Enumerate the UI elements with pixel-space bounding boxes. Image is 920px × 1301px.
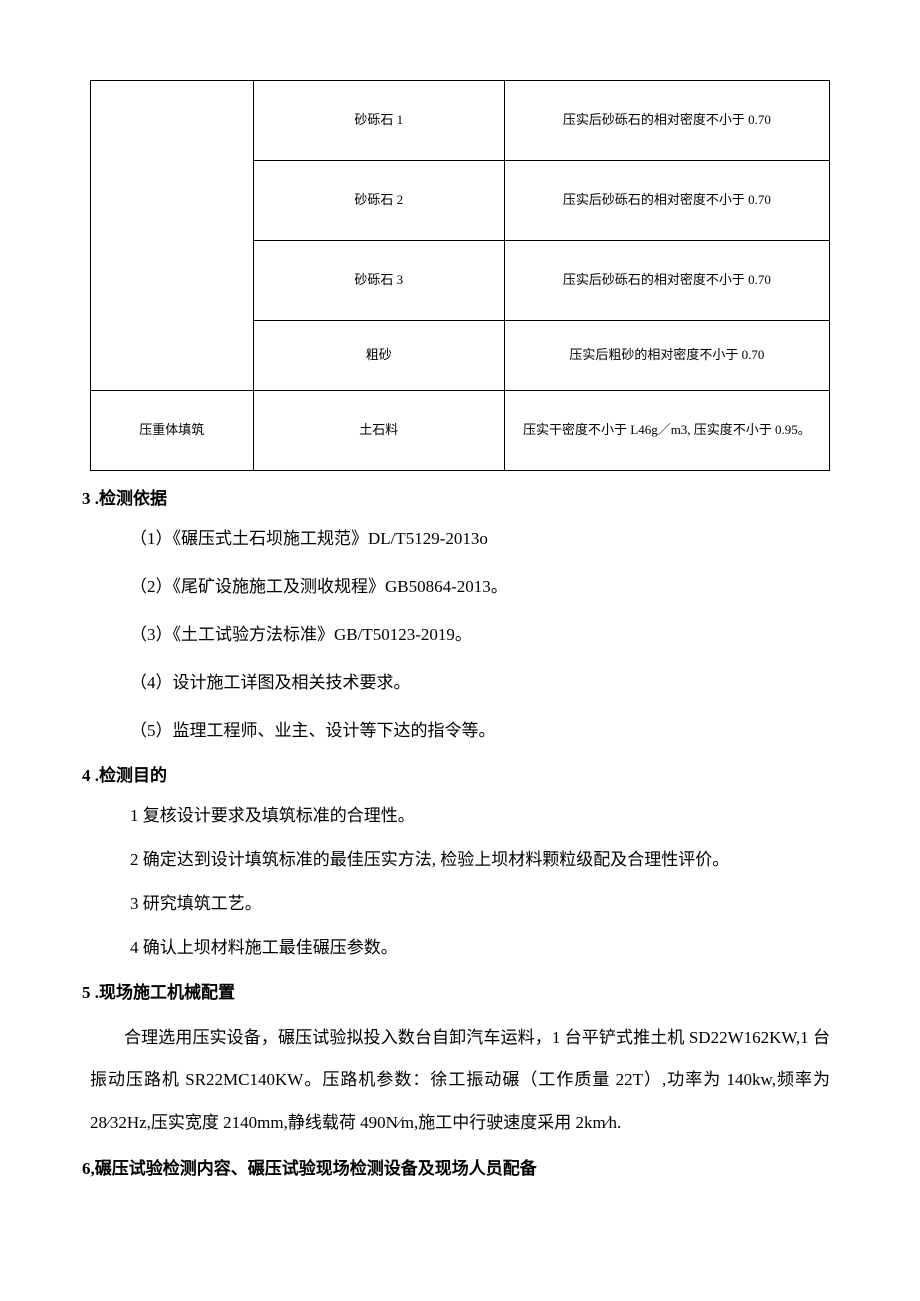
section-3-item: （4）设计施工详图及相关技术要求。 <box>130 666 830 700</box>
table-cell: 砂砾石 3 <box>253 241 504 321</box>
table-cell: 粗砂 <box>253 321 504 391</box>
section-4-item: 4 确认上坝材料施工最佳碾压参数。 <box>130 931 830 965</box>
table-cell: 砂砾石 2 <box>253 161 504 241</box>
table-cell: 压重体填筑 <box>91 391 254 471</box>
section-4-item: 2 确定达到设计填筑标准的最佳压实方法, 检验上坝材料颗粒级配及合理性评价。 <box>130 843 830 877</box>
section-5-paragraph: 合理选用压实设备，碾压试验拟投入数台自卸汽车运料，1 台平铲式推土机 SD22W… <box>90 1017 830 1145</box>
table-cell: 压实后砂砾石的相对密度不小于 0.70 <box>504 241 829 321</box>
table-cell: 压实后砂砾石的相对密度不小于 0.70 <box>504 81 829 161</box>
section-4-item: 3 研究填筑工艺。 <box>130 887 830 921</box>
table-cell: 压实后砂砾石的相对密度不小于 0.70 <box>504 161 829 241</box>
section-5-heading: 5 .现场施工机械配置 <box>82 979 830 1006</box>
section-6-heading: 6,碾压试验检测内容、碾压试验现场检测设备及现场人员配备 <box>82 1152 830 1186</box>
section-4-heading: 4 .检测目的 <box>82 762 830 789</box>
section-3-item: （3）《土工试验方法标准》GB/T50123-2019。 <box>130 618 830 652</box>
table-cell: 土石料 <box>253 391 504 471</box>
table-cell: 砂砾石 1 <box>253 81 504 161</box>
table-cell: 压实干密度不小于 L46g／m3, 压实度不小于 0.95。 <box>504 391 829 471</box>
section-3-heading: 3 .检测依据 <box>82 485 830 512</box>
table-cell: 压实后粗砂的相对密度不小于 0.70 <box>504 321 829 391</box>
section-3-item: （5）监理工程师、业主、设计等下达的指令等。 <box>130 714 830 748</box>
section-3-item: （1）《碾压式土石坝施工规范》DL/T5129-2013o <box>130 522 830 556</box>
section-3-item: （2）《尾矿设施施工及测收规程》GB50864-2013。 <box>130 570 830 604</box>
table-cell-merged <box>91 81 254 391</box>
section-4-item: 1 复核设计要求及填筑标准的合理性。 <box>130 799 830 833</box>
material-table: 砂砾石 1 压实后砂砾石的相对密度不小于 0.70 砂砾石 2 压实后砂砾石的相… <box>90 80 830 471</box>
